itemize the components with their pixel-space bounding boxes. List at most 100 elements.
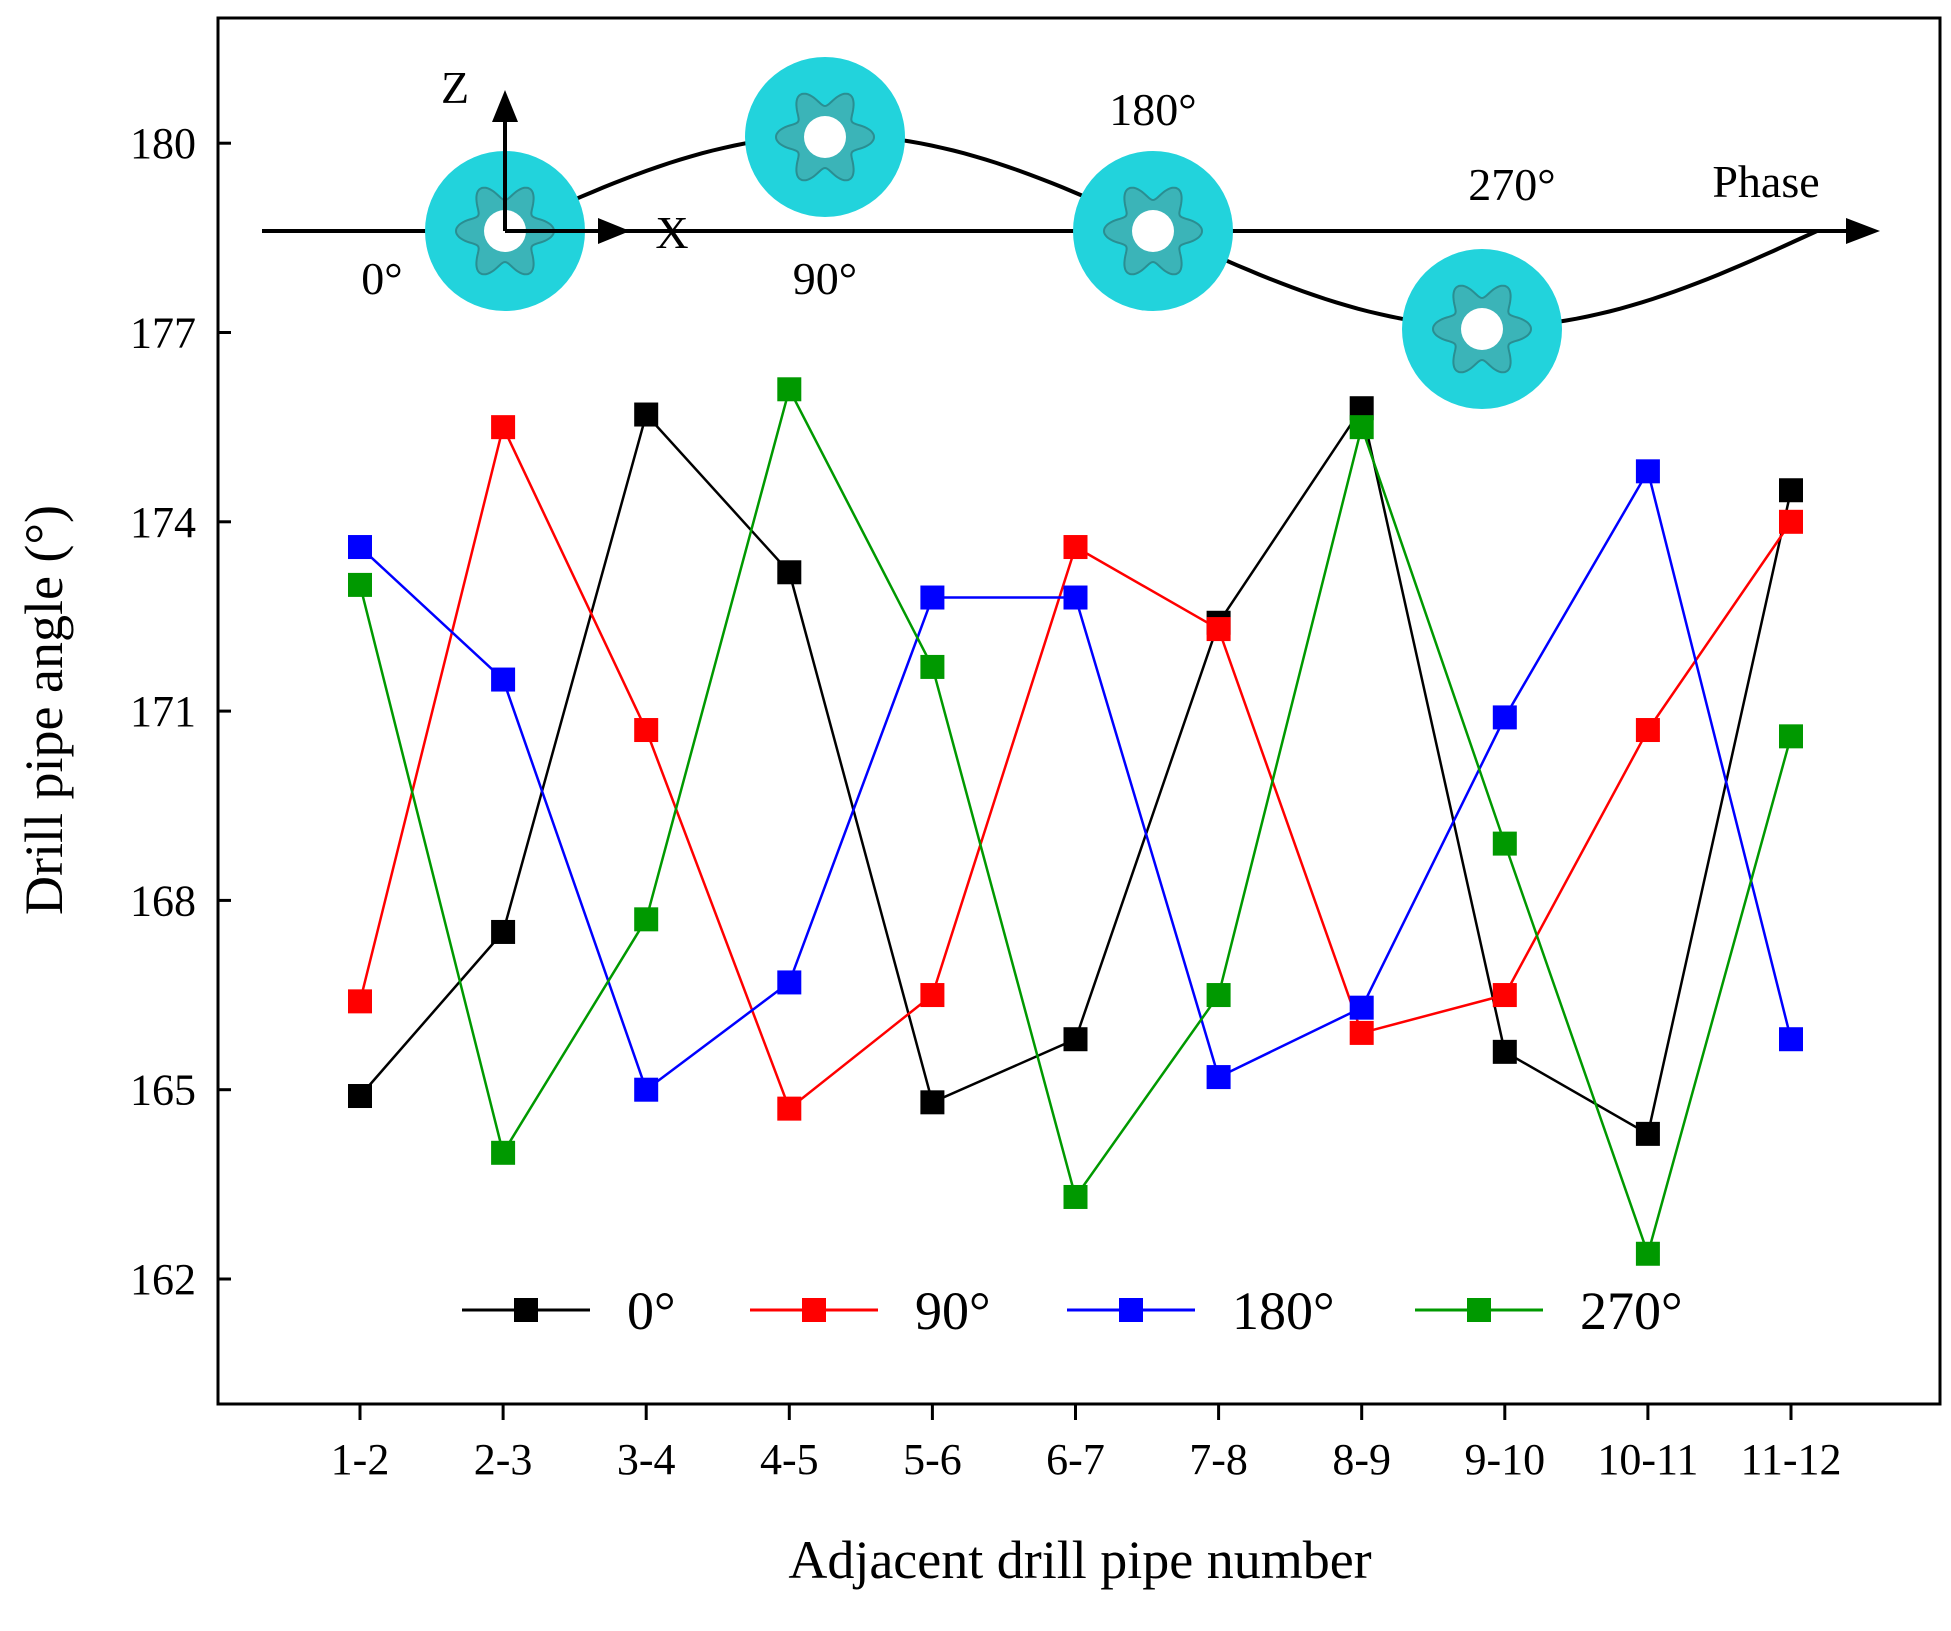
x-tick-label: 4-5 <box>760 1435 819 1484</box>
data-point <box>348 1084 372 1109</box>
data-point <box>1635 718 1660 743</box>
x-tick-label: 10-11 <box>1597 1435 1698 1484</box>
data-point <box>777 377 802 402</box>
x-axis-label: X <box>655 207 688 258</box>
data-point <box>1779 1027 1803 1052</box>
x-axis-arrowhead <box>598 218 630 244</box>
phase-label-0: 0° <box>361 253 402 304</box>
z-axis-arrowhead <box>492 90 518 122</box>
x-tick-label: 9-10 <box>1464 1435 1545 1484</box>
x-tick-label: 6-7 <box>1046 1435 1105 1484</box>
legend-label: 270° <box>1580 1281 1683 1341</box>
data-point <box>1349 995 1374 1020</box>
data-point <box>1635 1241 1660 1266</box>
series-layer <box>348 377 1803 1266</box>
phase-label-180: 180° <box>1109 84 1196 135</box>
data-point <box>777 1096 802 1121</box>
x-tick-label: 5-6 <box>903 1435 962 1484</box>
y-tick-label: 168 <box>130 876 196 925</box>
data-point <box>1063 535 1088 560</box>
series-line <box>358 423 1793 1111</box>
y-tick-label: 171 <box>130 687 196 736</box>
data-point <box>634 1077 659 1102</box>
data-point <box>1635 459 1660 484</box>
x-axis: 1-2 2-3 3-4 4-5 5-6 6-7 7-8 8-9 9-10 10-11 11-12 <box>331 1404 1842 1484</box>
data-point <box>777 560 802 585</box>
legend-item-2: 180° <box>1067 1281 1335 1341</box>
bit-cross-section-90 <box>745 57 905 217</box>
legend: 0° 90° 180° 270° <box>462 1281 1683 1341</box>
x-tick-label: 3-4 <box>617 1435 676 1484</box>
series-line <box>358 385 1793 1258</box>
legend-label: 0° <box>627 1281 676 1341</box>
phase-label-90: 90° <box>793 253 857 304</box>
data-point <box>920 585 945 610</box>
x-axis-title: Adjacent drill pipe number <box>788 1530 1371 1590</box>
data-point <box>348 535 372 560</box>
data-point <box>1063 1027 1088 1052</box>
y-tick-label: 180 <box>130 119 196 168</box>
z-axis-label: Z <box>441 62 469 113</box>
series-line <box>359 468 1793 1092</box>
legend-marker <box>1467 1298 1491 1322</box>
y-axis-title: Drill pipe angle (°) <box>14 505 74 915</box>
x-tick-label: 8-9 <box>1332 1435 1391 1484</box>
legend-marker <box>514 1298 538 1322</box>
data-point <box>920 983 945 1008</box>
data-point <box>1349 415 1374 440</box>
series-0 <box>348 396 1803 1146</box>
bit-bore <box>804 116 846 158</box>
data-point <box>1206 983 1231 1008</box>
data-point <box>1492 1039 1517 1064</box>
phase-axis-arrowhead <box>1846 218 1880 244</box>
y-axis: 162 165 168 171 174 177 180 <box>130 119 231 1304</box>
data-point <box>634 907 659 932</box>
data-point <box>1349 1020 1374 1045</box>
data-point <box>1063 1184 1088 1209</box>
data-point <box>1206 617 1231 642</box>
series-1 <box>348 415 1803 1121</box>
data-point <box>920 654 945 679</box>
x-tick-label: 2-3 <box>474 1435 533 1484</box>
phase-inset-diagram: Z X Phase 0° 90° 180° 270° <box>262 57 1880 409</box>
y-tick-label: 177 <box>130 309 196 358</box>
legend-marker <box>1119 1298 1143 1322</box>
data-point <box>1779 478 1803 503</box>
data-point <box>1635 1121 1660 1146</box>
x-tick-label: 1-2 <box>331 1435 390 1484</box>
data-point <box>920 1090 945 1115</box>
data-point <box>491 415 516 440</box>
data-point <box>348 989 372 1014</box>
data-point <box>634 402 659 427</box>
data-point <box>1779 509 1803 534</box>
data-point <box>348 572 372 597</box>
bit-cross-section-270 <box>1402 249 1562 409</box>
x-tick-label: 7-8 <box>1189 1435 1248 1484</box>
legend-label: 90° <box>915 1281 991 1341</box>
data-point <box>634 718 659 743</box>
bit-bore <box>1132 210 1174 252</box>
data-point <box>491 919 516 944</box>
legend-item-1: 90° <box>750 1281 991 1341</box>
data-point <box>491 667 516 692</box>
data-point <box>1492 831 1517 856</box>
legend-marker <box>802 1298 826 1322</box>
series-2 <box>348 459 1803 1102</box>
data-point <box>777 970 802 995</box>
bit-bore <box>1461 308 1503 350</box>
data-point <box>491 1140 516 1165</box>
data-point <box>1206 1065 1231 1090</box>
data-point <box>1492 983 1517 1008</box>
phase-axis-label: Phase <box>1712 156 1819 207</box>
y-tick-label: 162 <box>130 1255 196 1304</box>
legend-item-3: 270° <box>1415 1281 1683 1341</box>
phase-label-270: 270° <box>1468 159 1555 210</box>
series-line <box>359 405 1793 1136</box>
series-3 <box>348 377 1803 1266</box>
bit-cross-section-180 <box>1073 151 1233 311</box>
y-tick-label: 165 <box>130 1066 196 1115</box>
x-tick-label: 11-12 <box>1740 1435 1841 1484</box>
legend-label: 180° <box>1232 1281 1335 1341</box>
data-point <box>1063 585 1088 610</box>
